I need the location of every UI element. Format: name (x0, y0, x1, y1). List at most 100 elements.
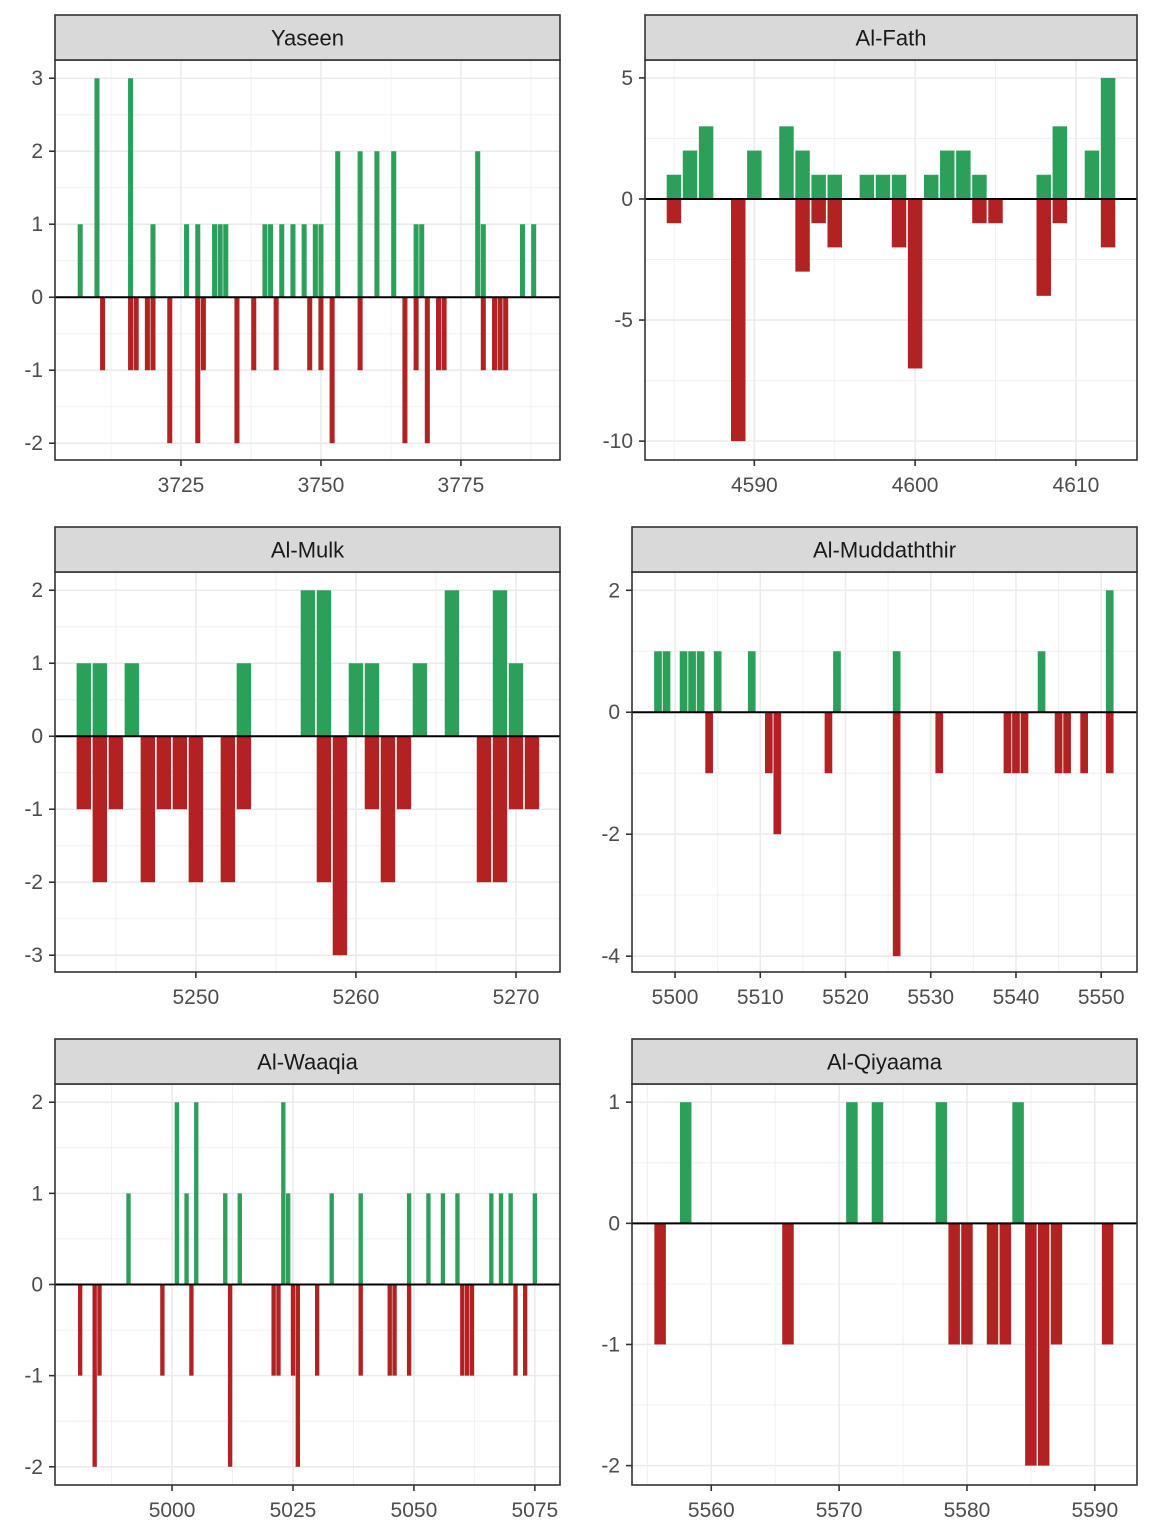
y-tick-label: 3 (31, 67, 43, 90)
facet-strip (644, 14, 1138, 61)
x-tick-label: 5590 (1071, 1499, 1118, 1522)
positive-bar (972, 174, 987, 199)
plot-background (632, 572, 1137, 972)
positive-bar (475, 151, 481, 298)
x-tick-label: 5510 (737, 986, 784, 1009)
negative-bar (396, 736, 412, 810)
negative-bar (907, 198, 923, 369)
positive-bar (859, 174, 875, 199)
negative-bar (1037, 1223, 1050, 1466)
positive-bar (212, 224, 218, 298)
negative-bar (773, 712, 782, 835)
negative-bar (827, 198, 842, 248)
positive-bar (426, 1193, 431, 1285)
positive-bar (891, 174, 907, 199)
positive-bar (223, 224, 229, 298)
y-tick-label: 1 (31, 213, 43, 236)
panel-al-qiyaama: Al-Qiyaama 5560 5570 5580 5590 -2 -1 0 1 (601, 1038, 1138, 1522)
negative-bar (424, 297, 430, 444)
facet-strip (631, 526, 1138, 573)
facet-strip (54, 1038, 561, 1085)
x-tick-label: 5025 (270, 1499, 317, 1522)
negative-bar (824, 712, 833, 774)
y-tick-label: 0 (31, 286, 43, 309)
positive-bar (419, 224, 425, 298)
positive-bar (92, 663, 108, 737)
negative-bar (513, 1284, 518, 1376)
negative-bar (1063, 712, 1071, 774)
negative-bar (464, 1284, 470, 1376)
y-tick-label: 2 (31, 1091, 43, 1114)
positive-bar (875, 174, 891, 199)
positive-bar (124, 663, 140, 737)
positive-bar (237, 1193, 242, 1285)
negative-bar (156, 736, 172, 810)
positive-bar (194, 1102, 199, 1285)
positive-bar (940, 150, 955, 199)
negative-bar (77, 1284, 83, 1376)
negative-bar (503, 297, 509, 371)
negative-bar (188, 736, 204, 883)
positive-bar (364, 663, 380, 737)
positive-bar (779, 126, 794, 199)
negative-bar (318, 297, 324, 371)
negative-bar (1101, 1223, 1114, 1345)
positive-bar (406, 1193, 412, 1285)
negative-bar (273, 297, 279, 371)
positive-bar (184, 224, 190, 298)
negative-bar (524, 736, 540, 810)
positive-bar (833, 651, 841, 713)
negative-bar (189, 1284, 194, 1376)
positive-bar (871, 1102, 884, 1224)
negative-bar (986, 1223, 999, 1345)
negative-bar (406, 1284, 412, 1376)
negative-bar (782, 1223, 794, 1345)
negative-bar (160, 1284, 165, 1376)
positive-bar (217, 224, 223, 298)
negative-bar (97, 1284, 102, 1376)
y-tick-label: 2 (608, 579, 620, 602)
x-tick-label: 5500 (652, 986, 699, 1009)
positive-bar (662, 651, 671, 713)
negative-bar (234, 297, 240, 444)
x-tick-label: 3750 (298, 474, 345, 497)
negative-bar (961, 1223, 973, 1345)
negative-bar (380, 736, 396, 883)
positive-bar (1052, 126, 1068, 199)
negative-bar (364, 736, 380, 810)
positive-bar (318, 224, 324, 298)
y-tick-label: 5 (621, 67, 633, 90)
negative-bar (227, 1284, 233, 1467)
negative-bar (469, 1284, 475, 1376)
negative-bar (480, 297, 486, 371)
positive-bar (747, 150, 762, 199)
positive-bar (290, 224, 296, 298)
negative-bar (891, 198, 907, 248)
x-tick-label: 5570 (816, 1499, 863, 1522)
negative-bar (811, 198, 826, 224)
negative-bar (76, 736, 92, 810)
negative-bar (413, 297, 419, 371)
positive-bar (195, 224, 201, 298)
negative-bar (492, 736, 508, 883)
y-tick-label: -2 (24, 871, 43, 894)
negative-bar (1080, 712, 1088, 774)
negative-bar (460, 1284, 465, 1376)
x-tick-label: 5000 (149, 1499, 196, 1522)
positive-bar (335, 151, 341, 298)
negative-bar (167, 297, 173, 444)
y-tick-label: 2 (31, 140, 43, 163)
x-tick-label: 5270 (493, 986, 540, 1009)
y-tick-label: -1 (601, 1333, 620, 1356)
positive-bar (688, 651, 696, 713)
negative-bar (92, 1284, 97, 1467)
negative-bar (1105, 712, 1114, 774)
positive-bar (666, 174, 682, 199)
negative-bar (491, 297, 498, 371)
negative-bar (387, 1284, 392, 1376)
positive-bar (935, 1102, 948, 1224)
positive-bar (811, 174, 826, 199)
positive-bar (1012, 1102, 1024, 1224)
negative-bar (705, 712, 713, 774)
positive-bar (1037, 651, 1046, 713)
